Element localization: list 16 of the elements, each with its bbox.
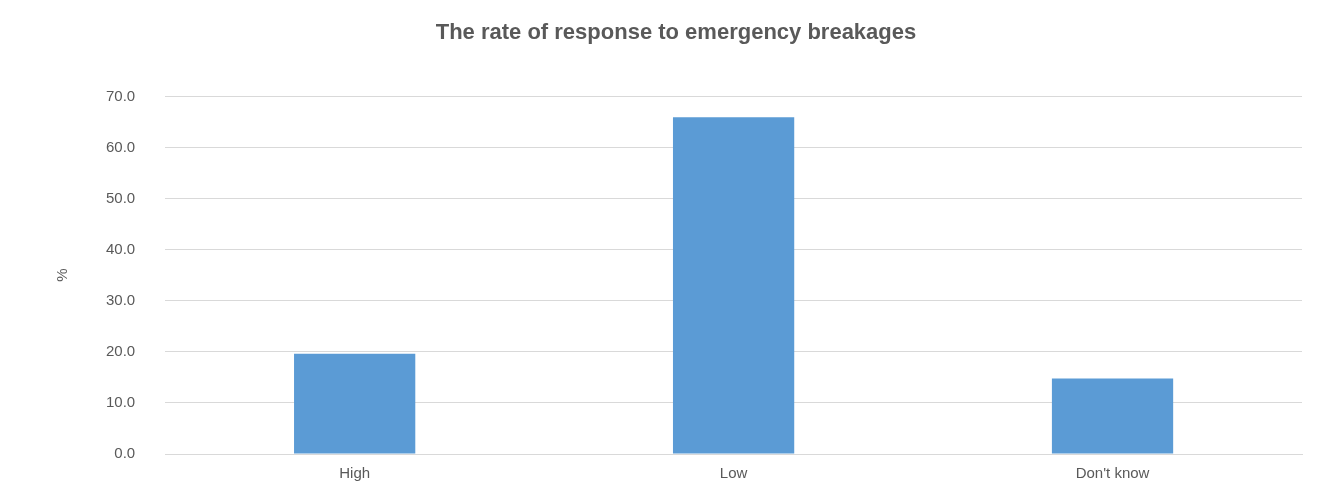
chart-title: The rate of response to emergency breakages <box>435 19 917 45</box>
x-tick-label: Don't know <box>1075 464 1150 482</box>
y-axis-title: % <box>53 268 71 282</box>
y-tick-label: 70.0 <box>105 86 136 104</box>
bar <box>294 353 416 454</box>
y-tick-label: 50.0 <box>105 188 136 206</box>
x-tick-label: High <box>339 464 371 482</box>
y-tick-label: 0.0 <box>114 444 136 462</box>
y-tick-label: 30.0 <box>105 290 136 308</box>
y-tick-label: 60.0 <box>105 137 136 155</box>
y-tick-label: 40.0 <box>105 239 136 257</box>
y-tick-label: 10.0 <box>105 393 136 411</box>
bar <box>672 117 795 454</box>
bar <box>1051 378 1174 454</box>
x-tick-label: Low <box>719 464 748 482</box>
y-tick-label: 20.0 <box>105 341 136 359</box>
